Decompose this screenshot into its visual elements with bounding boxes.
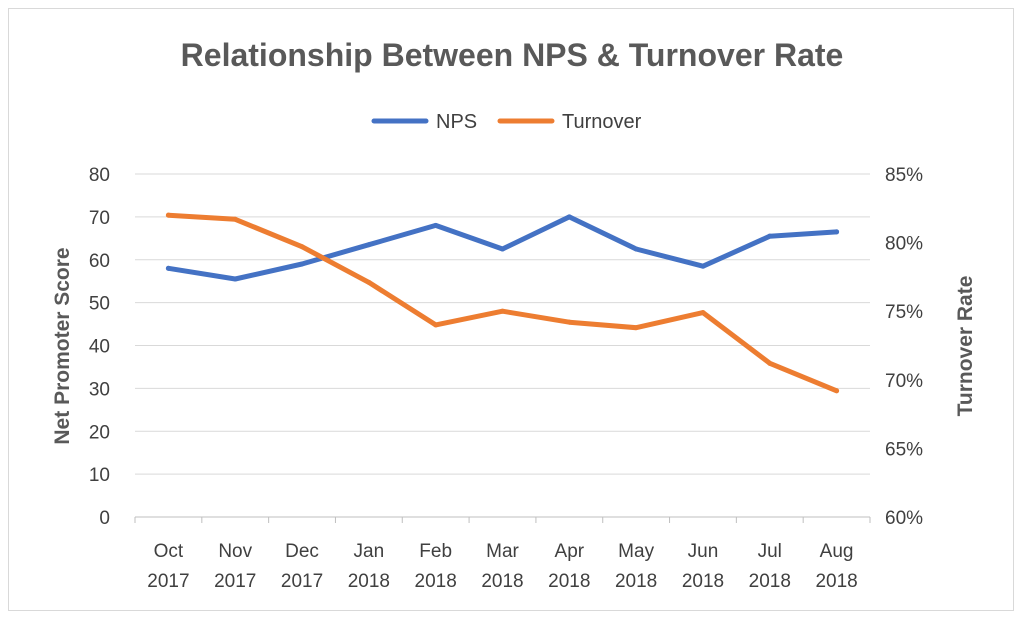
y2-tick-label: 85% [885, 165, 923, 186]
data-point-nps [500, 246, 505, 252]
y-tick-label: 60 [89, 251, 110, 272]
y2-axis-title: Turnover Rate [954, 276, 977, 417]
data-point-nps [633, 246, 639, 252]
x-tick-label: Mar [486, 541, 519, 562]
x-tick-label: 2018 [415, 571, 457, 592]
x-tick-label: 2018 [481, 571, 523, 592]
x-tick-label: 2017 [147, 571, 189, 592]
x-tick-label: Jan [354, 541, 385, 562]
data-point-nps [433, 222, 439, 228]
data-point-nps [700, 263, 706, 269]
data-point-turnover [700, 310, 706, 316]
data-point-turnover [834, 388, 840, 394]
y-tick-label: 20 [89, 422, 110, 443]
chart-legend: NPS Turnover [371, 111, 642, 133]
x-tick-label: 2018 [548, 571, 590, 592]
x-tick-label: Nov [218, 541, 252, 562]
x-tick-label: Oct [154, 541, 184, 562]
data-point-turnover [566, 319, 572, 325]
chart-title: Relationship Between NPS & Turnover Rate [181, 37, 844, 73]
y-tick-label: 0 [99, 508, 110, 529]
series-group [165, 212, 840, 394]
x-tick-label: 2017 [281, 571, 323, 592]
x-tick-label: May [618, 541, 654, 562]
data-point-turnover [366, 279, 372, 285]
x-tick-label: Aug [820, 541, 854, 562]
y-axis-title: Net Promoter Score [51, 247, 74, 444]
x-tick-label: Jun [688, 541, 719, 562]
x-tick-label: 2018 [749, 571, 791, 592]
x-tick-label: 2018 [682, 571, 724, 592]
data-point-turnover [767, 360, 773, 366]
y2-tick-label: 75% [885, 302, 923, 323]
data-point-nps [299, 261, 305, 267]
x-tick-label: Apr [555, 541, 585, 562]
data-point-turnover [232, 216, 238, 222]
y2-tick-label: 70% [885, 371, 923, 392]
y2-tick-label: 60% [885, 508, 923, 529]
y-tick-label: 80 [89, 165, 110, 186]
data-point-nps [232, 276, 238, 282]
data-point-nps [834, 229, 840, 235]
x-tick-label: Jul [758, 541, 782, 562]
y2-tick-label: 65% [885, 439, 923, 460]
data-point-nps [767, 233, 773, 239]
y-tick-label: 30 [89, 379, 110, 400]
legend-label-nps: NPS [436, 111, 477, 133]
data-point-turnover [165, 212, 171, 218]
data-point-turnover [633, 325, 639, 331]
data-point-nps [165, 265, 171, 271]
data-point-turnover [299, 244, 305, 250]
legend-label-turnover: Turnover [562, 111, 642, 133]
y-tick-label: 10 [89, 465, 110, 486]
data-point-turnover [500, 308, 505, 314]
x-tick-label: 2018 [615, 571, 657, 592]
gridlines [135, 173, 870, 475]
chart-axes: 0 10 20 30 40 50 60 70 80 60% 65% 70% 75% 80% 85% Oct 20… [89, 165, 923, 592]
data-point-turnover [433, 322, 439, 328]
chart-frame [8, 8, 1014, 611]
y-tick-label: 40 [89, 337, 110, 358]
data-point-nps [566, 214, 572, 220]
x-tick-label: 2018 [348, 571, 390, 592]
y2-tick-label: 80% [885, 234, 923, 255]
y-tick-label: 70 [89, 208, 110, 229]
x-tick-label: 2018 [815, 571, 857, 592]
x-tick-label: 2017 [214, 571, 256, 592]
data-point-nps [366, 242, 372, 248]
x-tick-label: Dec [285, 541, 319, 562]
x-tick-label: Feb [419, 541, 452, 562]
y-tick-label: 50 [89, 294, 110, 315]
